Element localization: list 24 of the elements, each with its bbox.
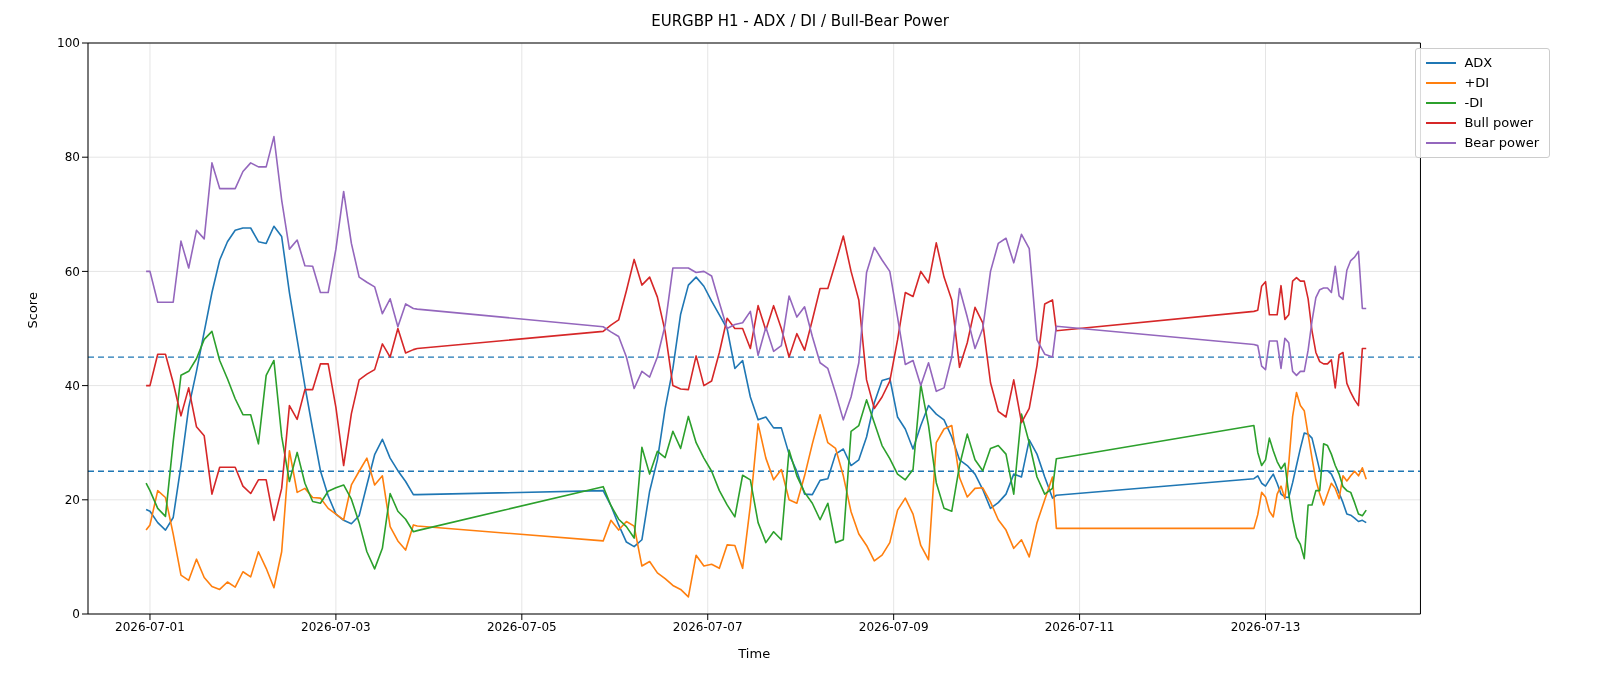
- x-tick-label: 2026-07-05: [486, 619, 557, 634]
- legend-label: Bull power: [1464, 114, 1534, 132]
- x-tick-label: 2026-07-07: [672, 619, 743, 634]
- x-axis-title: Time: [737, 646, 771, 661]
- x-tick-label: 2026-07-11: [1044, 619, 1115, 634]
- y-tick-label: 40: [64, 378, 80, 393]
- x-tick-label: 2026-07-09: [858, 619, 929, 634]
- line-series: [145, 330, 1368, 570]
- x-tick-label: 2026-07-03: [301, 619, 371, 634]
- y-axis-title: Score: [24, 292, 40, 329]
- y-tick-label: 100: [57, 36, 80, 51]
- line-series: [145, 391, 1368, 598]
- y-tick-label: 60: [64, 264, 80, 279]
- legend-label: +DI: [1464, 74, 1490, 92]
- y-tick-label: 0: [72, 607, 80, 622]
- y-tick-label: 20: [64, 493, 80, 508]
- legend-label: ADX: [1464, 54, 1493, 72]
- y-tick-label: 80: [64, 150, 80, 165]
- chart-title: EURGBP H1 - ADX / DI / Bull-Bear Power: [650, 11, 950, 32]
- legend-label: Bear power: [1464, 134, 1539, 152]
- line-series: [145, 135, 1368, 421]
- x-tick-label: 2026-07-01: [115, 619, 185, 634]
- legend-label: -DI: [1464, 94, 1483, 112]
- x-tick-label: 2026-07-13: [1230, 619, 1301, 634]
